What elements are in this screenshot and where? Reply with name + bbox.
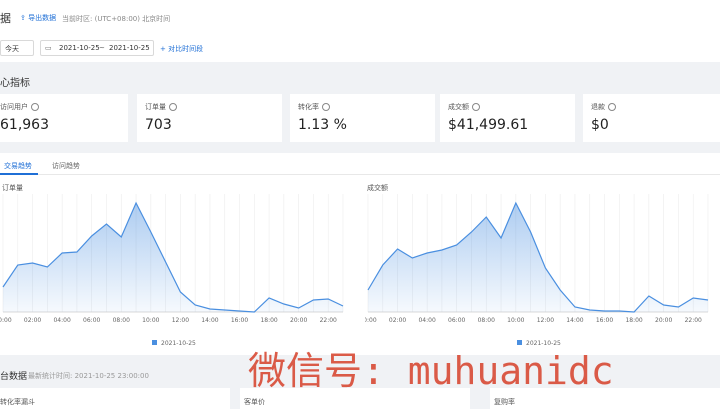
card-label: 客单价	[244, 398, 265, 406]
chart-title: 订单量	[2, 183, 23, 192]
x-tick-label: 14:00	[201, 317, 218, 324]
x-tick-label: 04:00	[53, 317, 70, 324]
metric-label-text: 订单量	[145, 103, 166, 111]
metric-card: 访问用户 61,963	[0, 94, 128, 142]
help-icon[interactable]	[31, 103, 39, 111]
metric-label-text: 访问用户	[0, 103, 28, 111]
help-icon[interactable]	[169, 103, 177, 111]
x-tick-label: 16:00	[231, 317, 248, 324]
legend-label: 2021-10-25	[526, 340, 561, 347]
chart-title: 成交额	[367, 183, 388, 192]
metric-card: 订单量 703	[137, 94, 282, 142]
start-date: 2021-10-25	[59, 44, 100, 52]
section-title: 台数据	[0, 372, 28, 382]
period-label: 今天	[5, 45, 19, 53]
x-tick-label: 20:00	[290, 317, 307, 324]
export-button[interactable]: ⇪ 导出数据	[20, 14, 57, 22]
card: 复购率	[490, 388, 720, 409]
timezone: 当前时区: (UTC+08:00) 北京时间	[62, 15, 171, 23]
metric-label-text: 转化率	[298, 103, 319, 111]
tab-indicator	[0, 173, 38, 175]
metric-label: 订单量	[145, 102, 177, 112]
metric-card: 转化率 1.13 %	[290, 94, 435, 142]
area	[368, 203, 708, 312]
area	[3, 203, 343, 312]
x-tick-label: 22:00	[320, 317, 337, 324]
x-tick-label: 06:00	[448, 317, 465, 324]
x-tick-label: 08:00	[113, 317, 130, 324]
legend-swatch	[517, 340, 522, 345]
legend-swatch	[152, 340, 157, 345]
x-tick-label: 04:00	[418, 317, 435, 324]
card: 转化率漏斗	[0, 388, 230, 409]
line	[2, 201, 344, 313]
metric-label: 退款	[591, 102, 616, 112]
x-tick-label: 10:00	[507, 317, 524, 324]
card-label: 转化率漏斗	[0, 398, 35, 406]
tab[interactable]: 交易趋势	[4, 162, 32, 170]
x-tick-label: 00:00	[365, 317, 377, 324]
metric-card: 退款 $0	[583, 94, 720, 142]
x-tick-label: 22:00	[685, 317, 702, 324]
chart: 成交额 00:00 02:00 04:00 06:00 08:00 10:00 12:00 14…	[365, 183, 709, 347]
x-tick-label: 02:00	[24, 317, 41, 324]
metric-value: $41,499.61	[448, 117, 529, 133]
x-tick-label: 08:00	[478, 317, 495, 324]
tab-divider	[0, 174, 720, 175]
metric-value: $0	[591, 117, 609, 133]
separator: ~	[99, 44, 105, 52]
updated-time: 最新统计时间: 2021-10-25 23:00:00	[28, 372, 149, 380]
x-tick-label: 06:00	[83, 317, 100, 324]
tab[interactable]: 访问趋势	[52, 162, 80, 170]
x-tick-label: 12:00	[537, 317, 554, 324]
help-icon[interactable]	[322, 103, 330, 111]
page-title: 据	[0, 12, 11, 25]
metric-label-text: 成交额	[448, 103, 469, 111]
metric-value: 61,963	[0, 117, 49, 133]
x-tick-label: 14:00	[566, 317, 583, 324]
period-select[interactable]: 今天	[0, 40, 34, 56]
metric-value: 703	[145, 117, 172, 133]
help-icon[interactable]	[608, 103, 616, 111]
metric-label: 访问用户	[0, 102, 39, 112]
metric-card: 成交额 $41,499.61	[440, 94, 575, 142]
compare-button[interactable]: + 对比时间段	[160, 45, 204, 53]
x-tick-label: 18:00	[625, 317, 642, 324]
metric-label-text: 退款	[591, 103, 605, 111]
help-icon[interactable]	[472, 103, 480, 111]
watermark: 微信号: muhuanidc	[248, 349, 614, 393]
x-tick-label: 00:00	[0, 317, 12, 324]
metric-label: 转化率	[298, 102, 330, 112]
line	[367, 201, 709, 313]
metric-label: 成交额	[448, 102, 480, 112]
export-label: 导出数据	[28, 14, 57, 22]
x-tick-label: 20:00	[655, 317, 672, 324]
date-range[interactable]: ▭ 2021-10-25 ~ 2021-10-25	[40, 40, 154, 56]
card-label: 复购率	[494, 398, 515, 406]
card: 客单价	[240, 388, 470, 409]
x-tick-label: 10:00	[142, 317, 159, 324]
end-date: 2021-10-25	[109, 44, 150, 52]
x-tick-label: 18:00	[260, 317, 277, 324]
section-title: 心指标	[0, 78, 30, 89]
x-tick-label: 02:00	[389, 317, 406, 324]
x-tick-label: 12:00	[172, 317, 189, 324]
chart: 订单量 00:00 02:00 04:00 06:00 08:00 10:00 12:00 14…	[0, 183, 344, 347]
metric-value: 1.13 %	[298, 117, 347, 133]
x-tick-label: 16:00	[596, 317, 613, 324]
legend-label: 2021-10-25	[161, 340, 196, 347]
